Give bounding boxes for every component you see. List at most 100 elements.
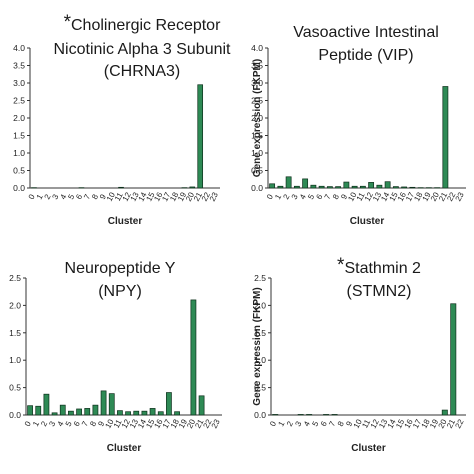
x-axis-label: Cluster	[107, 443, 142, 454]
bar-cluster-10	[108, 393, 115, 416]
bar-cluster-5	[310, 184, 317, 189]
bar-cluster-6	[318, 185, 325, 189]
y-tick-label: 1.0	[9, 355, 21, 365]
x-tick-label: 7	[82, 192, 92, 201]
bar-cluster-11	[117, 410, 123, 416]
x-tick-label: 6	[314, 192, 324, 201]
y-tick-label: 0.5	[251, 166, 263, 176]
bar-cluster-17	[409, 186, 416, 189]
y-tick-label: 3.0	[13, 78, 25, 88]
x-tick-label: 0	[265, 192, 275, 201]
bar-cluster-0	[269, 183, 276, 189]
x-tick-label: 2	[285, 419, 295, 428]
x-tick-label: 4	[56, 419, 66, 428]
bar-cluster-21	[450, 303, 457, 416]
y-tick-label: 0.0	[254, 410, 266, 420]
x-tick-label: 9	[96, 419, 106, 428]
x-tick-label: 23	[208, 190, 220, 203]
x-tick-label: 1	[273, 192, 283, 201]
chart-title-line-2-0: Neuropeptide Y	[65, 260, 176, 277]
title-text: Cholinergic Receptor	[71, 17, 221, 34]
y-axis-label: Gene expression (FKPM)	[252, 287, 263, 405]
bar-cluster-7	[326, 186, 333, 189]
bar-cluster-21	[442, 86, 449, 189]
bar-cluster-9	[100, 390, 107, 416]
y-tick-label: 1.5	[13, 131, 25, 141]
bar-cluster-14	[141, 410, 148, 416]
y-tick-label: 1.5	[251, 131, 263, 141]
bar-cluster-16	[401, 186, 408, 189]
bar-cluster-7	[331, 414, 338, 416]
bar-cluster-1	[277, 185, 284, 189]
chart-title-line-2-1: (NPY)	[98, 283, 142, 300]
y-tick-label: 1.0	[254, 355, 266, 365]
chart-title-line-3-1: (STMN2)	[347, 283, 412, 300]
chart-title-line-0-0: *Cholinergic Receptor	[64, 12, 221, 34]
x-tick-label: 5	[66, 192, 76, 201]
x-tick-label: 0	[27, 192, 37, 201]
x-tick-label: 9	[339, 192, 349, 201]
y-tick-label: 0.5	[254, 383, 266, 393]
y-tick-label: 0.0	[251, 183, 263, 193]
bar-cluster-11	[118, 186, 124, 189]
y-axis-label: Gene expression (FKPM)	[252, 59, 263, 177]
x-tick-label: 3	[290, 192, 300, 201]
chart-title-line-3-0: *Stathmin 2	[337, 255, 421, 277]
y-tick-label: 2.0	[254, 300, 266, 310]
x-tick-label: 6	[74, 192, 84, 201]
x-tick-label: 1	[276, 419, 286, 428]
bar-cluster-4	[306, 414, 313, 416]
x-tick-label: 0	[268, 419, 278, 428]
x-tick-label: 3	[293, 419, 303, 428]
bar-cluster-20	[189, 186, 196, 189]
x-tick-label: 8	[88, 419, 98, 428]
chart-title-line-0-2: (CHRNA3)	[104, 63, 180, 80]
y-tick-label: 2.5	[254, 273, 266, 283]
y-tick-label: 2.5	[9, 273, 21, 283]
y-tick-label: 2.0	[9, 300, 21, 310]
bar-cluster-16	[157, 411, 164, 416]
y-tick-label: 1.0	[251, 148, 263, 158]
x-tick-label: 7	[323, 192, 333, 201]
bar-cluster-7	[84, 408, 91, 416]
y-tick-label: 3.0	[251, 78, 263, 88]
bar-cluster-10	[351, 185, 358, 189]
bar-cluster-4	[59, 404, 66, 416]
y-tick-label: 3.5	[251, 61, 263, 71]
bar-cluster-13	[376, 184, 383, 189]
bar-cluster-8	[335, 186, 342, 189]
bar-cluster-6	[76, 408, 82, 416]
bar-cluster-1	[35, 405, 42, 416]
y-tick-label: 4.0	[13, 43, 25, 53]
bar-cluster-20	[190, 299, 197, 416]
x-tick-label: 23	[454, 190, 466, 203]
x-tick-label: 7	[80, 419, 90, 428]
bar-cluster-9	[343, 181, 350, 189]
x-axis-label: Cluster	[108, 216, 143, 227]
x-tick-label: 3	[47, 419, 57, 428]
bar-cluster-12	[368, 182, 375, 189]
bar-cluster-3	[297, 414, 304, 416]
x-tick-label: 4	[298, 192, 308, 201]
x-axis-label: Cluster	[351, 443, 386, 454]
y-tick-label: 2.5	[251, 96, 263, 106]
x-tick-label: 1	[35, 192, 45, 201]
y-tick-label: 2.0	[13, 113, 25, 123]
y-tick-label: 0.5	[9, 383, 21, 393]
bar-cluster-20	[441, 409, 448, 416]
x-tick-label: 23	[210, 417, 222, 430]
x-tick-label: 8	[90, 192, 100, 201]
bar-cluster-17	[166, 392, 172, 416]
bar-cluster-0	[27, 405, 33, 416]
x-tick-label: 6	[319, 419, 329, 428]
bar-cluster-13	[133, 410, 140, 416]
x-tick-label: 2	[281, 192, 291, 201]
bar-cluster-12	[125, 411, 131, 416]
y-tick-label: 2.0	[251, 113, 263, 123]
x-tick-label: 8	[331, 192, 341, 201]
bar-cluster-5	[68, 410, 74, 416]
x-tick-label: 4	[58, 192, 68, 201]
chart-panel-0: *Cholinergic Receptor Nicotinic Alpha 3 S…	[13, 12, 231, 227]
x-tick-label: 7	[327, 419, 337, 428]
